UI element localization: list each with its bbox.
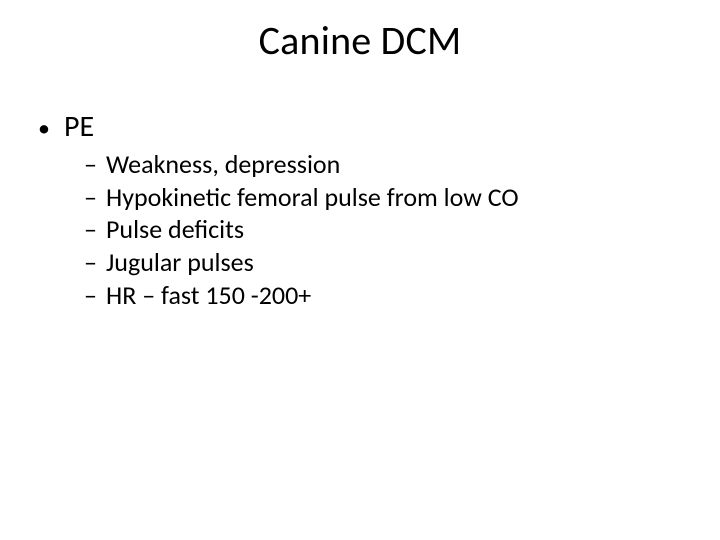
bullet-lvl2-text: Pulse deficits: [106, 214, 244, 246]
bullet-lvl2-text: Jugular pulses: [106, 247, 254, 279]
bullet-marker-lvl2: –: [84, 182, 106, 214]
bullet-marker-lvl2: –: [84, 214, 106, 246]
bullet-lvl1-text: PE: [64, 108, 94, 145]
bullet-lvl2: – Weakness, depression: [84, 149, 684, 181]
bullet-lvl2-text: Hypokinetic femoral pulse from low CO: [106, 182, 519, 214]
slide-content: • PE – Weakness, depression – Hypokineti…: [36, 108, 684, 313]
bullet-lvl2: – Hypokinetic femoral pulse from low CO: [84, 182, 684, 214]
bullet-lvl2: – Jugular pulses: [84, 247, 684, 279]
bullet-marker-lvl1: •: [36, 114, 64, 144]
bullet-lvl1: • PE: [36, 108, 684, 145]
bullet-lvl2: – Pulse deficits: [84, 214, 684, 246]
slide: Canine DCM • PE – Weakness, depression –…: [0, 0, 720, 540]
slide-title: Canine DCM: [0, 16, 720, 65]
bullet-marker-lvl2: –: [84, 149, 106, 181]
bullet-lvl2-text: HR – fast 150 -200+: [106, 280, 311, 312]
bullet-lvl2-text: Weakness, depression: [106, 149, 340, 181]
bullet-marker-lvl2: –: [84, 247, 106, 279]
bullet-marker-lvl2: –: [84, 280, 106, 312]
bullet-lvl2: – HR – fast 150 -200+: [84, 280, 684, 312]
